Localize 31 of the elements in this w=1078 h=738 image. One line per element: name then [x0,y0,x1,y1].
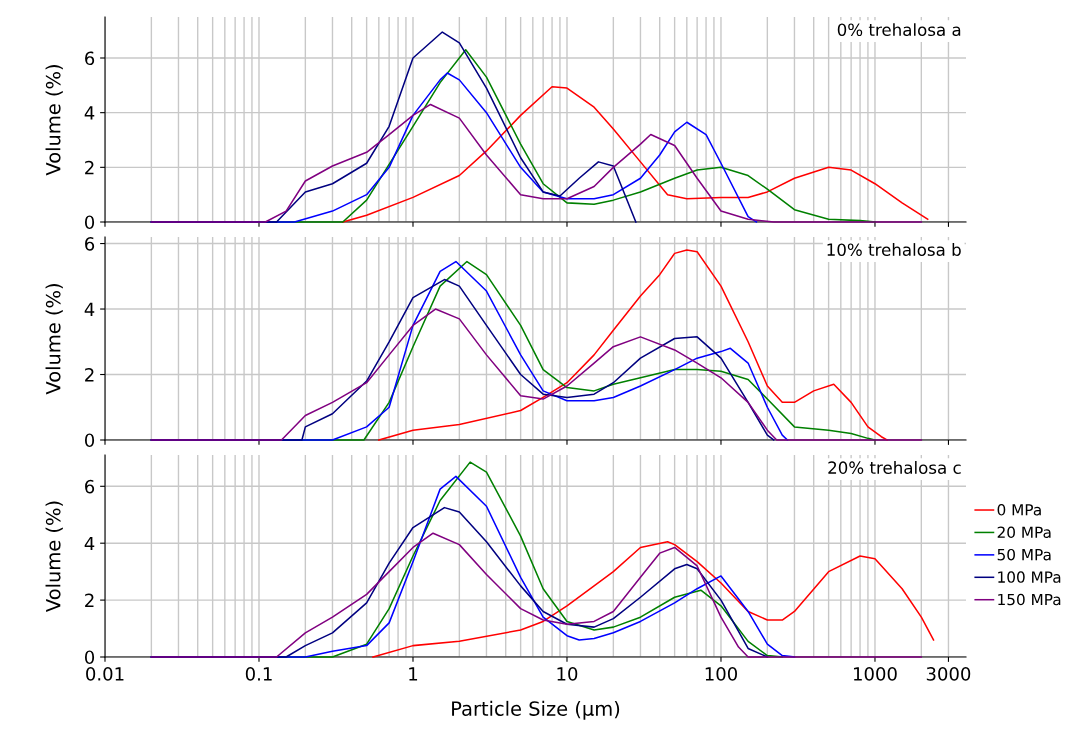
y-tick-label: 4 [84,536,95,551]
x-tick-label: 1 [409,667,418,681]
x-tick-label: 10 [557,667,578,681]
x-tick-label: 0.1 [245,667,272,681]
y-tick-label: 0 [84,650,95,665]
y-axis-title: Volume (%) [45,65,63,176]
x-tick-label: 1000 [853,667,897,681]
chart-title: 20% trehalosa c [828,461,961,474]
y-tick-label: 2 [85,593,94,607]
x-tick-label: 100 [705,667,738,681]
legend-label: 100 MPa [998,571,1061,583]
y-tick-label: 6 [85,51,95,66]
y-tick-label: 6 [85,237,95,251]
chart-title: 0% trehalosa a [837,23,961,37]
legend-label: 20 MPa [997,526,1051,539]
x-tick-label: 0.01 [86,667,124,681]
y-axis-title: Volume (%) [45,284,63,395]
y-tick-label: 6 [85,479,95,494]
y-tick-label: 4 [84,302,95,316]
legend-label: 150 MPa [998,593,1061,606]
x-axis-title: Particle Size (µm) [452,700,620,720]
y-axis-title: Volume (%) [45,501,63,612]
x-tick-label: 3000 [926,667,971,681]
legend-label: 50 MPa [997,548,1051,561]
y-tick-label: 2 [85,367,94,382]
legend-label: 0 MPa [997,504,1041,516]
y-tick-label: 4 [84,106,95,120]
y-tick-label: 0 [84,433,95,448]
chart-title: 10% trehalosa b [827,243,961,256]
y-tick-label: 2 [85,160,94,175]
y-tick-label: 0 [84,215,95,230]
